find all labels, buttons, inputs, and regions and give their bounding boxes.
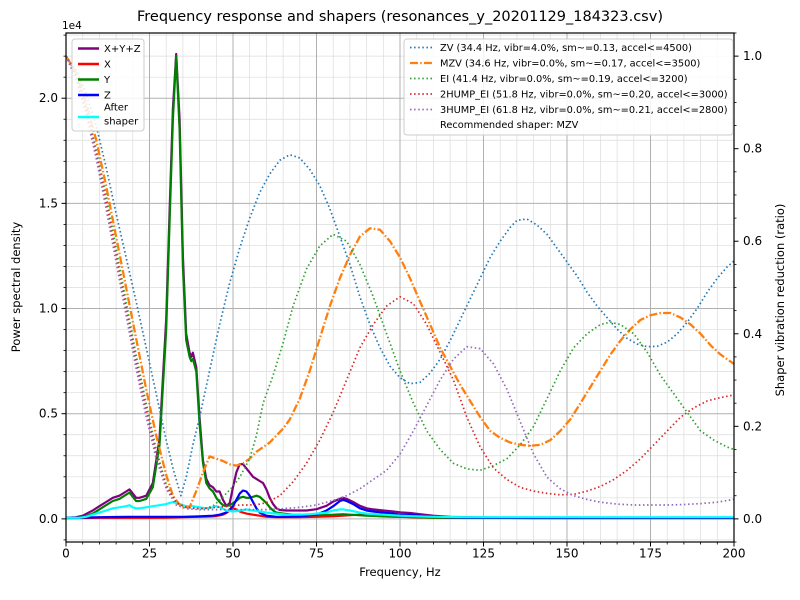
x-tick-label: 25 [142, 547, 157, 561]
legend-psd-label: After [104, 103, 129, 114]
y-axis-right-label: Shaper vibration reduction (ratio) [773, 204, 787, 397]
legend-shaper-label: 3HUMP_EI (61.8 Hz, vibr=0.0%, sm~=0.21, … [440, 105, 728, 116]
y-left-tick-label: 0.0 [39, 512, 58, 526]
series-mzv [66, 55, 734, 509]
legend-shaper-label: MZV (34.6 Hz, vibr=0.0%, sm~=0.17, accel… [440, 59, 700, 70]
y-left-tick-label: 1.5 [39, 196, 58, 210]
chart-title: Frequency response and shapers (resonanc… [137, 9, 663, 25]
series-ei [66, 55, 734, 510]
x-tick-label: 75 [309, 547, 324, 561]
y-right-tick-label: 1.0 [743, 49, 762, 63]
legend-psd-label: X+Y+Z [104, 44, 141, 55]
y-left-tick-label: 0.5 [39, 407, 58, 421]
x-axis-label: Frequency, Hz [359, 565, 440, 579]
legend-psd-label: Y [103, 75, 111, 86]
x-tick-label: 175 [639, 547, 662, 561]
legend-shaper-label: EI (41.4 Hz, vibr=0.0%, sm~=0.19, accel<… [440, 74, 688, 85]
series-3hump-ei [66, 55, 734, 511]
x-tick-label: 150 [556, 547, 579, 561]
series-y [66, 54, 734, 520]
y-left-tick-label: 2.0 [39, 91, 58, 105]
plot-curves [66, 52, 734, 520]
series-after-shaper [66, 500, 734, 519]
legend-psd-label: X [104, 60, 111, 71]
series-z [66, 489, 734, 519]
legend-psd-label: shaper [104, 117, 139, 128]
x-tick-label: 200 [723, 547, 746, 561]
y-right-tick-label: 0.0 [743, 512, 762, 526]
y-axis-offset-label: 1e4 [62, 20, 82, 32]
legend-recommended-shaper: Recommended shaper: MZV [440, 120, 579, 131]
y-axis-left-label: Power spectral density [9, 222, 23, 353]
y-right-tick-label: 0.6 [743, 234, 762, 248]
legend-psd-box [71, 38, 145, 132]
x-tick-label: 50 [225, 547, 240, 561]
legend-shaper-label: ZV (34.4 Hz, vibr=4.0%, sm~=0.13, accel<… [440, 43, 692, 54]
legend-shapers-box [403, 38, 734, 136]
x-tick-label: 0 [62, 547, 70, 561]
axis-ticks [61, 32, 739, 547]
series-2hump-ei [66, 55, 734, 510]
x-tick-label: 100 [389, 547, 412, 561]
y-left-tick-label: 1.0 [39, 302, 58, 316]
axis-tick-labels: 0 25 50 75 100 125 150 175 200 0.0 0.5 1.0 1.5 2.0 0.0… [39, 49, 762, 560]
x-tick-label: 125 [472, 547, 495, 561]
legend-psd-label: Z [104, 91, 111, 102]
y-right-tick-label: 0.8 [743, 142, 762, 156]
legend-shaper-label: 2HUMP_EI (51.8 Hz, vibr=0.0%, sm~=0.20, … [440, 90, 728, 101]
y-right-tick-label: 0.2 [743, 419, 762, 433]
y-right-tick-label: 0.4 [743, 327, 762, 341]
